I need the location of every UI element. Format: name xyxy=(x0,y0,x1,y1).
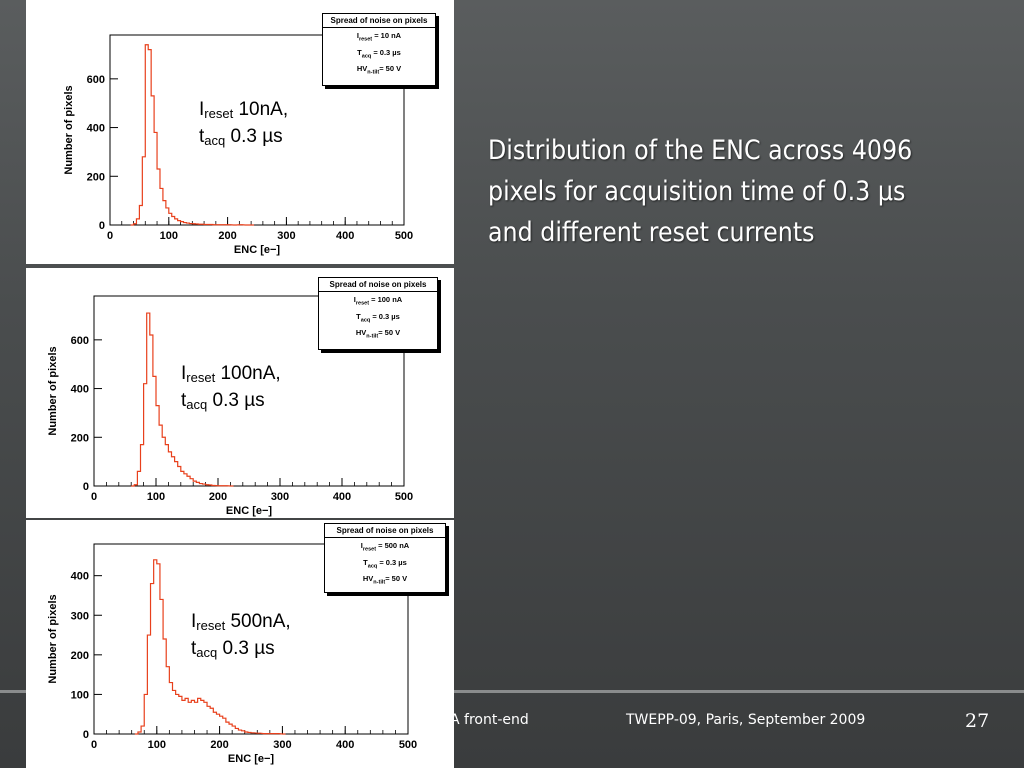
histogram-chart-500na: 0 100 200 300 400 500 0 100 200 300 400 ENC [e−] Num… xyxy=(47,543,417,765)
y-tick-label: 300 xyxy=(71,610,89,622)
x-tick-label: 0 xyxy=(91,491,97,503)
annotation-100na: Ireset 100nA, tacq 0.3 µs xyxy=(181,363,281,412)
legend-line-tacq: Tacq = 0.3 µs xyxy=(356,311,400,324)
footer-left-text: A front-end xyxy=(450,712,529,728)
y-tick-label: 0 xyxy=(83,729,89,741)
histogram-chart-100na: 0 100 200 300 400 500 0 200 400 600 ENC [e−] Number… xyxy=(47,295,413,517)
legend-line-hv: HVn-tilt= 50 V xyxy=(355,328,401,340)
histogram-series xyxy=(130,44,255,226)
annotation-10na: Ireset 10nA, tacq 0.3 µs xyxy=(199,99,289,148)
y-tick-label: 0 xyxy=(83,481,89,493)
x-axis-label: ENC [e−] xyxy=(226,505,272,517)
slide-description: Distribution of the ENC across 4096 pixe… xyxy=(488,135,913,248)
y-tick-label: 600 xyxy=(71,335,89,347)
legend-line-hv: HVn-tilt= 50 V xyxy=(362,574,408,586)
annotation-500na: Ireset 500nA, tacq 0.3 µs xyxy=(191,611,291,660)
x-tick-label: 400 xyxy=(336,739,354,751)
legend-title: Spread of noise on pixels xyxy=(325,524,445,538)
plot-frame xyxy=(93,543,409,735)
x-tick-label: 500 xyxy=(395,491,413,503)
y-axis-label: Number of pixels xyxy=(47,594,59,683)
x-tick-label: 200 xyxy=(209,491,227,503)
legend-box-500na: Spread of noise on pixels Ireset = 500 n… xyxy=(324,523,446,593)
y-tick-label: 200 xyxy=(71,650,89,662)
x-tick-label: 0 xyxy=(107,230,113,242)
legend-title: Spread of noise on pixels xyxy=(319,278,437,292)
legend-line-ireset: Ireset = 10 nA xyxy=(356,31,402,43)
x-axis-label: ENC [e−] xyxy=(228,753,274,765)
x-axis-label: ENC [e−] xyxy=(234,244,280,256)
plot-frame xyxy=(93,295,405,487)
y-tick-label: 400 xyxy=(87,123,105,135)
legend-line-ireset: Ireset = 500 nA xyxy=(360,541,410,553)
legend-line-tacq: Tacq = 0.3 µs xyxy=(357,47,401,60)
histogram-series xyxy=(131,312,234,487)
x-tick-label: 300 xyxy=(271,491,289,503)
x-tick-label: 500 xyxy=(395,230,413,242)
x-tick-label: 500 xyxy=(399,739,417,751)
x-tick-label: 100 xyxy=(160,230,178,242)
page-number: 27 xyxy=(965,710,990,732)
y-axis-label: Number of pixels xyxy=(63,85,75,174)
footer-divider xyxy=(0,690,1024,693)
legend-line-ireset: Ireset = 100 nA xyxy=(353,295,403,307)
histogram-series xyxy=(134,559,286,735)
legend-line-hv: HVn-tilt= 50 V xyxy=(356,64,402,76)
y-tick-label: 600 xyxy=(87,74,105,86)
x-tick-label: 100 xyxy=(148,739,166,751)
x-tick-label: 100 xyxy=(147,491,165,503)
y-tick-label: 200 xyxy=(71,432,89,444)
plot-frame xyxy=(109,34,405,226)
legend-title: Spread of noise on pixels xyxy=(323,14,435,28)
x-tick-label: 300 xyxy=(273,739,291,751)
x-tick-label: 400 xyxy=(333,491,351,503)
legend-line-tacq: Tacq = 0.3 µs xyxy=(363,557,407,570)
x-tick-label: 200 xyxy=(210,739,228,751)
x-tick-label: 200 xyxy=(218,230,236,242)
x-tick-label: 300 xyxy=(277,230,295,242)
x-tick-label: 0 xyxy=(91,739,97,751)
y-axis-label: Number of pixels xyxy=(47,346,59,435)
histogram-chart-10na: 0 100 200 300 400 500 0 200 400 600 ENC [e−] Number… xyxy=(63,34,413,256)
y-tick-label: 200 xyxy=(87,171,105,183)
legend-box-10na: Spread of noise on pixels Ireset = 10 nA… xyxy=(322,13,436,86)
footer-conference: TWEPP-09, Paris, September 2009 xyxy=(626,712,866,728)
legend-box-100na: Spread of noise on pixels Ireset = 100 n… xyxy=(318,277,438,350)
y-tick-label: 100 xyxy=(71,689,89,701)
y-tick-label: 0 xyxy=(99,220,105,232)
y-tick-label: 400 xyxy=(71,384,89,396)
x-tick-label: 400 xyxy=(336,230,354,242)
y-tick-label: 400 xyxy=(71,571,89,583)
